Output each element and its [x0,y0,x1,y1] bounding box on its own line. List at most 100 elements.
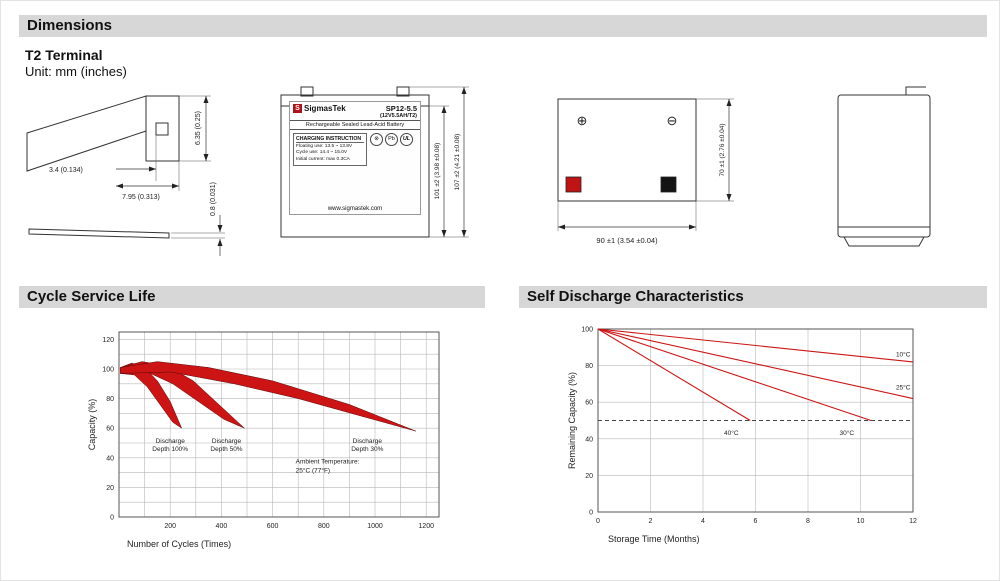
t2-terminal-title: T2 Terminal [25,47,103,63]
x-tick-label: 400 [216,523,228,530]
dim-width-label: 90 ±1 (3.54 ±0.04) [596,236,658,245]
section-title-cycle: Cycle Service Life [27,288,156,305]
battery-label: S SigmasTek SP12-5.5 (12V5.5AH/T2) Recha… [289,101,421,215]
dim-case-height-label: 101 ±2 (3.98 ±0.08) [434,143,441,200]
brand: S SigmasTek [293,104,346,113]
model-number: SP12-5.5 [385,104,417,113]
band-label: Depth 100% [152,446,188,453]
charging-instruction-box: CHARGING INSTRUCTION Floating use: 13.5 … [293,133,367,167]
terminal-post [300,86,314,97]
band-label: Depth 30% [351,446,383,453]
battery-front-view-drawing: 101 ±2 (3.98 ±0.08) 107 ±2 (4.21 ±0.08) [280,86,469,238]
positive-terminal-symbol: ⊕ [577,113,588,128]
model-spec: (12V5.5AH/T2) [380,113,417,119]
ul-icon: UL [400,133,413,146]
dim-height-label: 70 ±1 (2.76 ±0.04) [719,123,726,176]
battery-rear-view-drawing: ⊕ ⊖ 90 ±1 (3.54 ±0.04) 70 ±1 (2.76 ±0.04… [557,98,734,245]
y-tick-label: 80 [585,363,593,370]
y-tick-label: 0 [589,510,593,517]
positive-terminal-marker [565,176,582,193]
y-tick-label: 60 [106,426,114,433]
annotation: Ambient Temperature: [296,459,360,466]
annotation: 25°C (77°F) [296,467,330,475]
label-header: S SigmasTek SP12-5.5 (12V5.5AH/T2) [290,102,420,120]
band-label: Depth 50% [210,446,242,453]
brand-name: SigmasTek [304,104,346,113]
charging-line: Initial current: max 0.3CA [296,156,350,162]
section-title-self-discharge: Self Discharge Characteristics [527,288,744,305]
y-tick-label: 20 [106,485,114,492]
band-label: Discharge [212,438,242,445]
x-axis-label: Storage Time (Months) [608,534,700,544]
terminal-hole [155,122,169,136]
y-axis-label: Capacity (%) [87,399,97,451]
label-middle: CHARGING INSTRUCTION Floating use: 13.5 … [290,130,420,206]
dim-thickness-label: 0.8 (0.031) [210,182,217,216]
terminal-tab [145,95,180,162]
charging-line: Floating use: 13.5 ~ 13.8V [296,144,353,149]
temperature-label: 10°C [896,350,911,358]
x-tick-label: 800 [318,523,330,530]
charging-title: CHARGING INSTRUCTION [296,136,364,143]
plot-border [118,331,440,518]
x-tick-label: 8 [806,518,810,525]
dim-total-height-label: 107 ±2 (4.21 ±0.08) [454,134,461,191]
battery-outline [280,94,430,238]
model-block: SP12-5.5 (12V5.5AH/T2) [380,104,417,119]
y-axis-label: Remaining Capacity (%) [567,372,577,469]
negative-terminal-symbol: ⊖ [667,113,678,128]
temperature-label: 30°C [840,429,855,437]
charging-line: Cycle use: 14.4 ~ 15.0V [296,150,348,156]
y-tick-label: 40 [106,455,114,462]
brand-logo-icon: S [293,104,302,113]
temperature-label: 40°C [724,429,739,437]
temperature-line [597,328,914,400]
x-tick-label: 1000 [367,523,383,530]
negative-terminal-marker [660,176,677,193]
y-tick-label: 60 [585,400,593,407]
battery-side-view-drawing [837,86,931,247]
x-axis-label: Number of Cycles (Times) [127,539,231,549]
y-tick-label: 0 [110,515,114,522]
discharge-band [120,361,417,432]
website: www.sigmastek.com [327,206,383,212]
x-tick-label: 0 [596,518,600,525]
terminal-post [396,86,410,97]
dim-width-label: 7.95 (0.313) [122,194,160,201]
unit-note: Unit: mm (inches) [25,64,127,79]
x-tick-label: 12 [909,518,917,525]
x-tick-label: 1200 [418,523,434,530]
y-tick-label: 100 [581,327,593,334]
x-tick-label: 4 [701,518,705,525]
battery-outline [557,98,697,202]
band-label: Discharge [156,438,186,445]
y-tick-label: 100 [102,367,114,374]
section-header-dimensions: Dimensions [19,15,987,37]
x-tick-label: 200 [164,523,176,530]
bin-icon: ⊗ [370,133,383,146]
temperature-line [597,328,872,422]
band-label: Discharge [353,438,383,445]
x-tick-label: 600 [267,523,279,530]
y-tick-label: 20 [585,473,593,480]
battery-outline [837,94,931,238]
x-tick-label: 10 [857,518,865,525]
y-tick-label: 80 [106,396,114,403]
y-tick-label: 40 [585,436,593,443]
battery-foot [843,236,925,247]
x-tick-label: 2 [649,518,653,525]
battery-corner-profile [26,95,147,172]
temperature-line [597,328,751,421]
terminal-hook [905,86,926,95]
temperature-line [597,328,914,363]
y-tick-label: 120 [102,337,114,344]
section-header-self-discharge: Self Discharge Characteristics [519,286,987,308]
terminal-cross-section-drawing: 6.35 (0.25) 3.4 (0.134) 7.95 (0.313) 0.8… [26,95,225,256]
battery-type-line: Rechargeable Sealed Lead-Acid Battery [290,120,420,130]
dim-tab-height-label: 6.35 (0.25) [195,111,202,145]
certification-badges: ⊗ Pb UL [370,133,413,203]
pb-icon: Pb [385,133,398,146]
temperature-label: 25°C [896,383,911,391]
